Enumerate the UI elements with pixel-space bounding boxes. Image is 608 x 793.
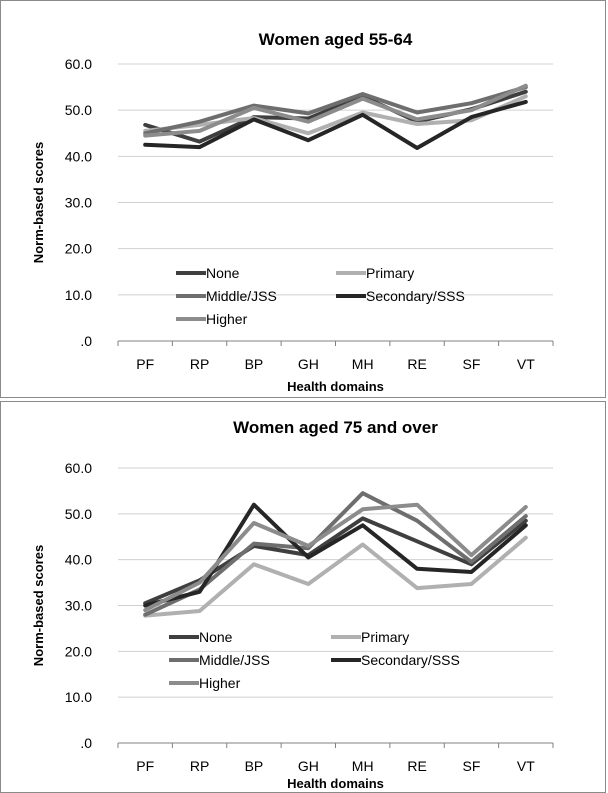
legend-label: None [199,629,233,645]
chart-2: Women aged 75 and over .0 10.0 20.0 30.0 40.0… [31,418,554,791]
series-line [143,535,528,618]
y-axis-label: Norm-based scores [31,545,46,666]
x-tick-label: GH [298,758,319,774]
x-tick-label: BP [245,758,264,774]
legend-label: Secondary/SSS [366,288,465,304]
x-axis-label: Health domains [287,776,384,791]
x-tick-label: RP [190,758,209,774]
series-line [143,85,528,136]
y-tick-label: 20.0 [65,643,92,659]
chart-title: Women aged 55-64 [259,30,413,49]
chart-title: Women aged 75 and over [233,418,438,437]
y-tick-label: .0 [80,333,92,349]
y-tick-label: 20.0 [65,241,92,257]
y-tick-label: 30.0 [65,195,92,211]
x-tick-label: BP [245,356,264,372]
series-line [143,491,528,617]
legend-label: Middle/JSS [206,288,277,304]
chart-1: Women aged 55-64 .0 10.0 20.0 30.0 40.0 50.0 60… [31,30,554,394]
x-tick-label: PF [136,758,154,774]
y-tick-label: 60.0 [65,460,92,476]
x-axis-label: Health domains [287,379,384,394]
legend-label: Secondary/SSS [361,652,460,668]
y-tick-label: 40.0 [65,148,92,164]
y-tick-label: 60.0 [65,56,92,72]
x-tick-label: RE [407,356,426,372]
x-tick-label: MH [352,758,374,774]
y-tick-label: 10.0 [65,287,92,303]
legend-label: None [206,265,240,281]
y-tick-label: 50.0 [65,102,92,118]
legend-label: Middle/JSS [199,652,270,668]
legend-label: Primary [366,265,414,281]
x-tick-label: GH [298,356,319,372]
y-tick-label: 10.0 [65,689,92,705]
y-axis-label: Norm-based scores [31,142,46,263]
x-tick-label: VT [517,356,535,372]
x-tick-label: RE [407,758,426,774]
x-tick-label: MH [352,356,374,372]
x-tick-label: SF [462,356,480,372]
legend-label: Higher [206,311,248,327]
series-line [143,502,528,608]
y-tick-label: 30.0 [65,598,92,614]
series-line [143,502,528,613]
y-tick-label: .0 [80,735,92,751]
y-tick-label: 50.0 [65,506,92,522]
x-tick-label: PF [136,356,154,372]
y-tick-label: 40.0 [65,552,92,568]
x-tick-label: SF [462,758,480,774]
legend-label: Higher [199,675,241,691]
chart-panel-1: Women aged 55-64 .0 10.0 20.0 30.0 40.0 50.0 60… [0,0,606,398]
series-line [143,99,528,150]
chart-panel-2: Women aged 75 and over .0 10.0 20.0 30.0 40.0… [0,401,606,793]
x-tick-label: VT [517,758,535,774]
legend-label: Primary [361,629,409,645]
series-line [143,83,528,138]
x-tick-label: RP [190,356,209,372]
